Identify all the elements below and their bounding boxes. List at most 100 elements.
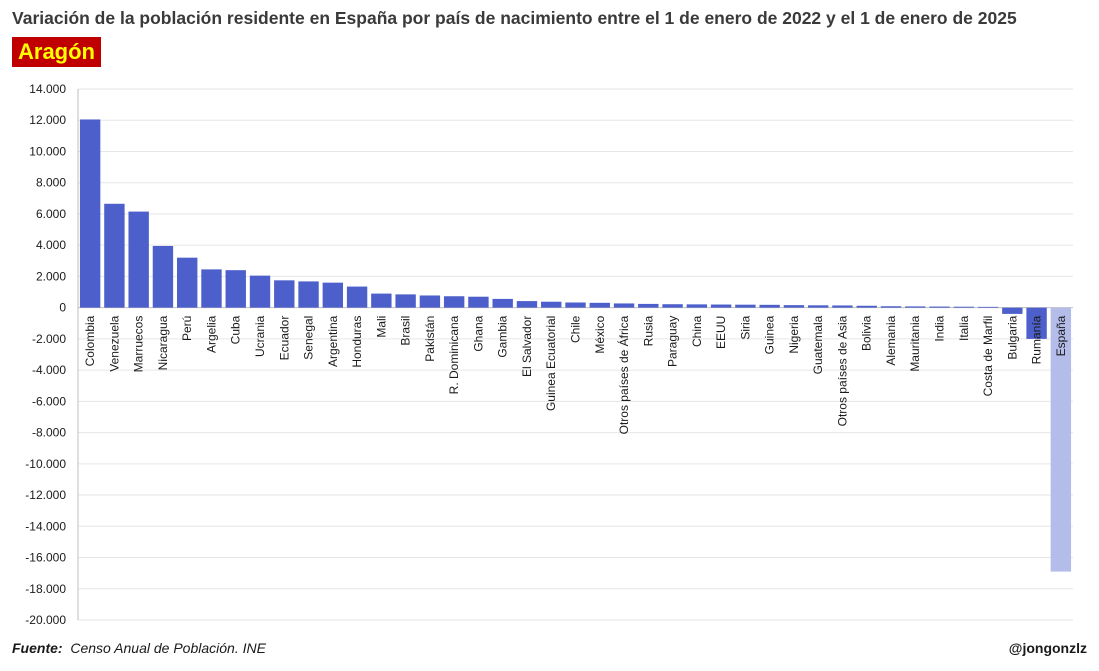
bar-rumanía	[1026, 307, 1047, 339]
y-tick-label: 4.000	[36, 238, 66, 252]
category-label: Otros países de África	[616, 315, 631, 434]
category-label: Pakistán	[423, 316, 437, 362]
bar-guinea	[759, 304, 780, 308]
bar-otros-países-de-áfrica	[613, 303, 635, 308]
bar-honduras	[346, 286, 368, 308]
y-tick-label: 12.000	[29, 113, 66, 127]
category-label: Perú	[180, 316, 194, 341]
category-label: Argentina	[326, 315, 340, 367]
bar-r-dominicana	[443, 296, 465, 308]
category-label: Brasil	[399, 316, 413, 346]
category-label: Nicaragua	[156, 315, 170, 370]
category-label: El Salvador	[520, 316, 534, 377]
bar-mauritania	[905, 306, 926, 308]
bar-guinea-ecuatorial	[541, 301, 562, 308]
bar-chile	[565, 302, 586, 308]
category-label: Senegal	[302, 316, 316, 360]
category-label: India	[933, 315, 947, 341]
y-axis: 14.000 12.000 10.000 8.000 6.000 4.000 2.000 0 -…	[25, 82, 79, 627]
bar-bolivia	[856, 305, 877, 308]
category-label: Colombia	[83, 315, 97, 366]
category-label: Guinea Ecuatorial	[544, 316, 558, 411]
y-tick-label: 10.000	[29, 144, 66, 158]
bar-pakistán	[419, 295, 441, 308]
bar-perú	[177, 257, 198, 308]
bar-cuba	[225, 270, 246, 308]
bar-españa	[1050, 307, 1072, 572]
category-label: Paraguay	[666, 316, 680, 367]
bar-ucrania	[249, 275, 271, 308]
y-tick-label: -14.000	[25, 519, 66, 533]
y-tick-label: -16.000	[25, 551, 66, 565]
bar-el-salvador	[516, 301, 538, 308]
y-tick-label: -10.000	[25, 457, 66, 471]
category-label: EEUU	[714, 316, 728, 349]
source-note: Fuente: Censo Anual de Población. INE	[12, 640, 266, 656]
category-label: Guatemala	[811, 315, 825, 374]
category-label: Honduras	[350, 316, 364, 368]
bars	[79, 119, 1072, 572]
category-label: Marruecos	[132, 316, 146, 373]
region-badge: Aragón	[12, 37, 101, 67]
y-tick-label: -8.000	[32, 426, 66, 440]
category-label: Bulgaria	[1005, 315, 1019, 359]
bar-colombia	[79, 119, 101, 308]
y-tick-label: 14.000	[29, 82, 66, 96]
bar-ecuador	[274, 280, 295, 308]
y-tick-label: -4.000	[32, 363, 66, 377]
bar-otros-países-de-asia	[832, 305, 853, 308]
category-label: México	[593, 315, 607, 353]
bar-paraguay	[662, 304, 683, 308]
bar-gambia	[492, 298, 513, 308]
bar-venezuela	[104, 203, 125, 308]
y-tick-label: -20.000	[25, 613, 66, 627]
y-tick-label: -18.000	[25, 582, 66, 596]
y-tick-label: 8.000	[36, 176, 66, 190]
category-label: Otros países de Asia	[835, 315, 849, 426]
y-tick-label: -12.000	[25, 488, 66, 502]
bar-argelia	[201, 269, 222, 308]
author-handle: @jongonzlz	[1008, 640, 1087, 656]
y-tick-label: 2.000	[36, 269, 66, 283]
bar-rusia	[638, 303, 659, 308]
category-label: Ecuador	[277, 316, 291, 361]
category-label: Ghana	[471, 315, 485, 351]
bar-bulgaria	[1002, 307, 1023, 314]
y-tick-label: -2.000	[32, 332, 66, 346]
y-tick-label: 0	[59, 301, 66, 315]
category-label: Chile	[569, 315, 583, 343]
bar-italia	[953, 306, 974, 308]
category-label: China	[690, 315, 704, 347]
bar-china	[686, 304, 708, 308]
source-text: Censo Anual de Población. INE	[70, 640, 266, 656]
bar-argentina	[322, 282, 344, 308]
bar-ghana	[468, 296, 489, 308]
category-label: Italia	[957, 315, 971, 341]
source-label: Fuente:	[12, 640, 63, 656]
category-label: Alemania	[884, 315, 898, 365]
chart-title: Variación de la población residente en E…	[12, 8, 1017, 28]
category-label: Argelia	[204, 315, 218, 353]
bar-nigeria	[783, 305, 805, 308]
category-label: Rusia	[641, 315, 655, 346]
bar-brasil	[395, 294, 416, 308]
category-label: Cuba	[229, 315, 243, 344]
bar-senegal	[298, 281, 319, 308]
bar-méxico	[589, 302, 610, 308]
y-tick-label: 6.000	[36, 207, 66, 221]
category-label: España	[1054, 315, 1068, 356]
category-label: Nigeria	[787, 315, 801, 353]
category-label: R. Dominicana	[447, 315, 461, 394]
category-label: Guinea	[763, 315, 777, 354]
bar-marruecos	[128, 211, 149, 308]
bar-siria	[735, 304, 756, 308]
category-label: Gambia	[496, 315, 510, 357]
bar-guatemala	[807, 305, 829, 308]
y-tick-label: -6.000	[32, 394, 66, 408]
category-label: Mauritania	[908, 315, 922, 371]
category-label: Ucrania	[253, 315, 267, 357]
bar-costa-de-marfil	[977, 306, 999, 308]
category-label: Rumanía	[1030, 315, 1044, 364]
category-labels: Colombia Venezuela Marruecos Nicaragua Perú A…	[83, 315, 1068, 434]
